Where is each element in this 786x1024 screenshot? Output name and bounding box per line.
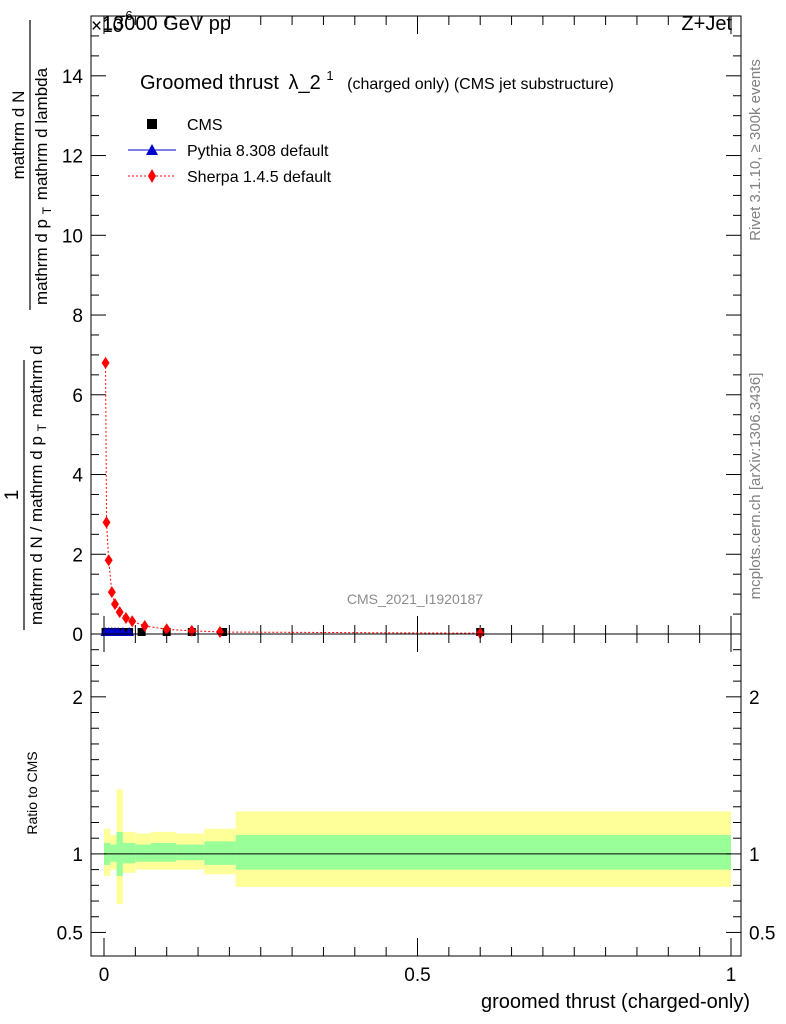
sherpa-point bbox=[140, 620, 149, 633]
title-rest: (charged only) (CMS jet substructure) bbox=[347, 76, 614, 93]
legend-marker-pythia bbox=[146, 144, 158, 155]
legend-label-cms: CMS bbox=[187, 117, 223, 134]
sherpa-point bbox=[101, 356, 110, 369]
ratio-y-tick-label-right: 2 bbox=[749, 688, 760, 709]
main-y-tick-label: 4 bbox=[72, 466, 83, 487]
ratio-y-tick-label-right: 0.5 bbox=[749, 923, 775, 944]
title-lambda: λ_2 bbox=[289, 72, 321, 94]
sherpa-point bbox=[162, 623, 171, 636]
main-y-tick-label: 6 bbox=[72, 386, 83, 407]
ylabel-deriv-num-b: N bbox=[9, 91, 28, 103]
main-y-ticks: 0 2 4 6 8 10 12 14 bbox=[62, 15, 741, 646]
cms-point bbox=[137, 628, 146, 637]
sherpa-point bbox=[121, 612, 130, 625]
ylabel-deriv-den-sub: T bbox=[40, 206, 54, 214]
main-y-tick-label: 8 bbox=[72, 306, 83, 327]
ratio-y-label: Ratio to CMS bbox=[24, 751, 40, 834]
x-tick-label: 0.5 bbox=[404, 965, 430, 986]
legend-label-pythia: Pythia 8.308 default bbox=[187, 143, 329, 160]
ylabel-deriv-num-a: mathrm d bbox=[9, 108, 28, 180]
main-y-tick-label: 14 bbox=[62, 67, 84, 88]
ratio-y-tick-label: 1 bbox=[72, 845, 83, 866]
ylabel-denominator: mathrm d N / mathrm d p T mathrm d bbox=[27, 345, 50, 625]
sherpa-point bbox=[128, 615, 137, 628]
ratio-ticks: 0 0.5 1 0.5 0.5 1 1 2 2 bbox=[57, 634, 775, 986]
main-y-tick-label: 12 bbox=[62, 147, 83, 168]
main-y-tick-label: 2 bbox=[72, 545, 83, 566]
ratio-y-tick-label-right: 1 bbox=[749, 845, 760, 866]
ratio-inner-band bbox=[151, 842, 177, 862]
plot-title: Groomed thrust λ_2 1 (charged only) (CMS… bbox=[140, 63, 614, 94]
sherpa-point bbox=[476, 627, 485, 640]
watermark: CMS_2021_I1920187 bbox=[347, 591, 483, 607]
ratio-y-tick-label: 2 bbox=[72, 688, 83, 709]
legend-label-sherpa: Sherpa 1.4.5 default bbox=[187, 169, 332, 186]
title-super: 1 bbox=[326, 68, 333, 83]
main-panel: 0 2 4 6 8 10 12 14 CMS_2021_I1920187 Groomed th… bbox=[2, 15, 742, 646]
title-main: Groomed thrust bbox=[140, 72, 279, 94]
main-y-tick-label: 10 bbox=[62, 226, 83, 247]
ratio-inner-band bbox=[176, 844, 205, 861]
x-tick-label: 0 bbox=[99, 965, 110, 986]
ylabel-mid: mathrm d bbox=[27, 345, 46, 417]
ratio-bands bbox=[104, 789, 732, 905]
ratio-y-tick-label: 0.5 bbox=[57, 923, 83, 944]
legend-marker-cms bbox=[147, 119, 157, 129]
ylabel-deriv-den-a: mathrm d p bbox=[32, 219, 51, 305]
ratio-frame bbox=[90, 633, 742, 957]
ratio-inner-band bbox=[110, 844, 117, 862]
sherpa-point bbox=[104, 554, 113, 567]
ratio-panel: 0 0.5 1 0.5 0.5 1 1 2 2 Ratio to CMS groomed thr… bbox=[24, 633, 775, 1013]
ratio-inner-band bbox=[204, 841, 236, 865]
main-y-tick-label: 0 bbox=[72, 625, 83, 646]
exponent-prefix: ×10 bbox=[91, 16, 123, 37]
sherpa-point bbox=[115, 606, 124, 619]
ratio-inner-band bbox=[135, 844, 152, 862]
main-frame bbox=[90, 15, 742, 635]
x-axis-label: groomed thrust (charged-only) bbox=[481, 991, 750, 1013]
main-y-label: 1 mathrm d N / mathrm d p T mathrm d mat… bbox=[2, 20, 55, 630]
sherpa-point bbox=[107, 586, 116, 599]
legend: CMS Pythia 8.308 default Sherpa 1.4.5 de… bbox=[128, 117, 332, 186]
sherpa-point bbox=[102, 516, 111, 529]
sherpa-point bbox=[215, 626, 224, 639]
sherpa-point bbox=[110, 598, 119, 611]
ylabel-sub: T bbox=[35, 423, 49, 431]
ylabel-deriv-den: mathrm d p T mathrm d lambda bbox=[32, 67, 55, 305]
ratio-inner-band bbox=[122, 842, 136, 864]
legend-marker-sherpa bbox=[148, 169, 156, 183]
header-right: Z+Jet bbox=[681, 13, 732, 35]
mcplots-label: mcplots.cern.ch [arXiv:1306.3436] bbox=[747, 373, 764, 600]
ratio-inner-band bbox=[235, 835, 732, 870]
x-tick-label: 1 bbox=[726, 965, 737, 986]
ylabel-denominator-text: mathrm d N / mathrm d p bbox=[27, 436, 46, 625]
ylabel-numerator: 1 bbox=[2, 490, 23, 501]
rivet-label: Rivet 3.1.10, ≥ 300k events bbox=[747, 59, 764, 241]
ylabel-deriv-num: mathrm d N bbox=[9, 91, 28, 180]
ylabel-deriv-den-b: mathrm d lambda bbox=[32, 67, 51, 200]
